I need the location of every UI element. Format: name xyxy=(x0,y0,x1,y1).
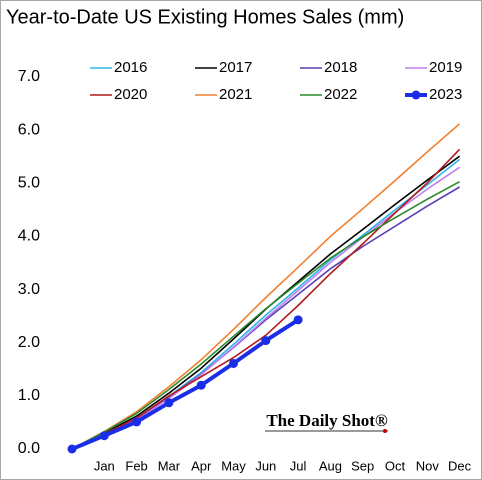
series-line xyxy=(71,123,461,450)
legend-marker xyxy=(411,90,421,100)
watermark: The Daily Shot® xyxy=(266,411,388,430)
series-marker xyxy=(293,315,303,325)
series-line xyxy=(71,180,460,450)
legend-label: 2019 xyxy=(429,59,462,76)
series-line xyxy=(71,318,300,451)
y-tick-label: 6.0 xyxy=(18,121,40,138)
legend-label: 2016 xyxy=(114,59,147,76)
legend-label: 2022 xyxy=(324,86,357,103)
x-tick-label: Jun xyxy=(255,458,276,473)
series-marker xyxy=(67,444,77,454)
series-marker xyxy=(132,417,142,427)
y-tick-label: 1.0 xyxy=(18,387,40,404)
legend-label: 2018 xyxy=(324,59,357,76)
y-tick-label: 0.0 xyxy=(18,440,40,457)
x-tick-label: Dec xyxy=(448,458,472,473)
legend-label: 2021 xyxy=(219,86,252,103)
x-tick-label: Oct xyxy=(385,458,406,473)
y-tick-label: 2.0 xyxy=(18,334,40,351)
x-tick-label: Jul xyxy=(290,458,307,473)
legend-label: 2023 xyxy=(429,86,462,103)
series-marker xyxy=(196,380,206,390)
x-tick-label: Aug xyxy=(319,458,342,473)
y-tick-label: 7.0 xyxy=(18,68,40,85)
x-tick-label: Sep xyxy=(351,458,374,473)
y-tick-label: 3.0 xyxy=(18,281,40,298)
y-tick-label: 4.0 xyxy=(18,228,40,245)
series-marker xyxy=(261,336,271,346)
series-marker xyxy=(229,358,238,368)
legend-label: 2017 xyxy=(219,59,252,76)
chart-title: Year-to-Date US Existing Homes Sales (mm… xyxy=(6,6,404,28)
series-marker xyxy=(164,398,174,408)
x-tick-label: May xyxy=(221,458,246,473)
x-tick-label: Nov xyxy=(416,458,440,473)
legend-label: 2020 xyxy=(114,86,147,103)
x-tick-label: Jan xyxy=(94,458,115,473)
x-tick-label: Apr xyxy=(191,458,212,473)
x-tick-label: Feb xyxy=(125,458,147,473)
y-tick-label: 5.0 xyxy=(18,175,40,192)
x-tick-label: Mar xyxy=(158,458,181,473)
watermark-dot xyxy=(383,429,387,433)
series-marker xyxy=(99,431,109,441)
